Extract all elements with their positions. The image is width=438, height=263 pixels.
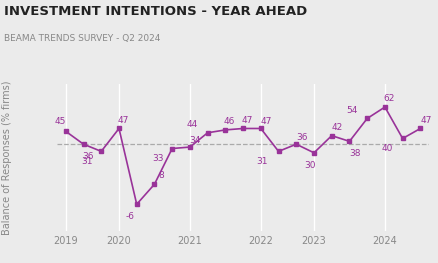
Text: INVESTMENT INTENTIONS - YEAR AHEAD: INVESTMENT INTENTIONS - YEAR AHEAD xyxy=(4,5,307,18)
Text: 36: 36 xyxy=(82,152,93,161)
Text: 47: 47 xyxy=(261,117,272,126)
Text: 45: 45 xyxy=(55,117,66,126)
Text: 33: 33 xyxy=(152,154,164,163)
Text: Balance of Responses (% firms): Balance of Responses (% firms) xyxy=(2,80,12,235)
Text: 44: 44 xyxy=(187,120,198,129)
Text: 40: 40 xyxy=(381,144,393,153)
Text: 62: 62 xyxy=(383,94,395,103)
Text: 8: 8 xyxy=(159,171,164,180)
Text: 38: 38 xyxy=(349,149,361,158)
Text: 30: 30 xyxy=(304,161,316,170)
Text: 31: 31 xyxy=(81,156,93,166)
Text: 47: 47 xyxy=(242,116,253,125)
Text: 42: 42 xyxy=(332,123,343,132)
Text: -6: -6 xyxy=(125,212,134,221)
Text: BEAMA TRENDS SURVEY - Q2 2024: BEAMA TRENDS SURVEY - Q2 2024 xyxy=(4,34,161,43)
Text: 54: 54 xyxy=(346,106,357,115)
Text: 34: 34 xyxy=(190,136,201,145)
Text: 46: 46 xyxy=(224,117,235,126)
Text: 47: 47 xyxy=(420,116,431,125)
Text: 36: 36 xyxy=(296,133,307,142)
Text: 31: 31 xyxy=(256,156,268,166)
Text: 47: 47 xyxy=(117,116,129,125)
